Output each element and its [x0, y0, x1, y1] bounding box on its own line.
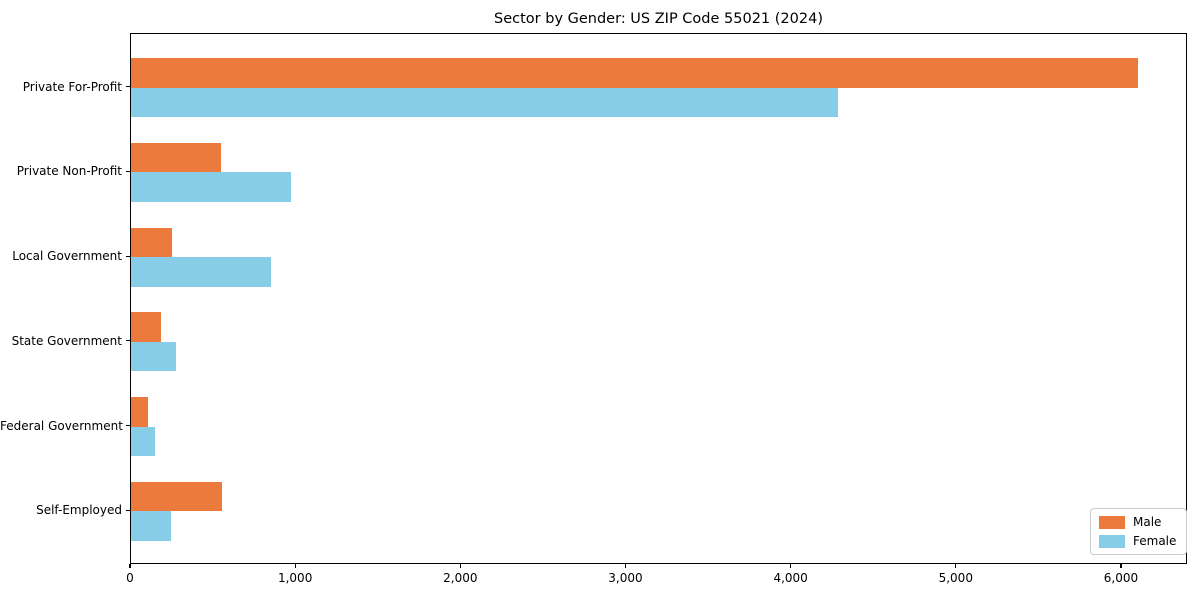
- chart-title: Sector by Gender: US ZIP Code 55021 (202…: [494, 11, 823, 27]
- y-axis-label-federal-government: Federal Government: [0, 418, 123, 433]
- x-tick-mark-6000: [1120, 564, 1122, 568]
- y-axis-label-private-non-profit: Private Non-Profit: [16, 164, 122, 179]
- y-tick-mark-local-government: [126, 255, 130, 257]
- y-axis-label-private-for-profit: Private For-Profit: [22, 79, 122, 94]
- x-tick-label-2000: 2,000: [443, 571, 478, 585]
- legend-label-male: Male: [1133, 515, 1162, 529]
- x-tick-mark-1000: [294, 564, 296, 568]
- y-axis-label-state-government: State Government: [11, 333, 122, 348]
- x-tick-mark-3000: [624, 564, 627, 568]
- plot-area: [130, 33, 1187, 564]
- bar-male-local-government: [131, 227, 173, 258]
- y-tick-mark-self-employed: [126, 509, 130, 511]
- legend: Male Female: [1090, 508, 1188, 555]
- x-tick-label-1000: 1,000: [277, 571, 313, 585]
- y-axis-label-self-employed: Self-Employed: [36, 503, 122, 518]
- bar-female-local-government: [131, 257, 272, 287]
- legend-entry-male: Male: [1099, 515, 1176, 529]
- bar-male-state-government: [131, 312, 161, 342]
- legend-label-female: Female: [1133, 534, 1177, 548]
- legend-swatch-female: [1099, 534, 1125, 548]
- y-tick-mark-federal-government: [126, 424, 130, 427]
- legend-swatch-male: [1099, 515, 1125, 529]
- bar-male-private-for-profit: [131, 58, 1139, 88]
- y-axis-label-local-government: Local Government: [12, 249, 122, 264]
- bar-female-state-government: [131, 341, 177, 372]
- x-tick-label-6000: 6,000: [1103, 571, 1139, 585]
- y-tick-mark-private-for-profit: [126, 86, 130, 88]
- bar-male-self-employed: [131, 481, 222, 512]
- x-tick-label-4000: 4,000: [773, 571, 808, 585]
- bar-female-federal-government: [131, 426, 155, 457]
- x-tick-label-0: 0: [126, 571, 134, 585]
- bar-female-self-employed: [131, 511, 171, 541]
- x-tick-label-3000: 3,000: [608, 571, 643, 585]
- bar-female-private-for-profit: [131, 87, 838, 118]
- x-tick-mark-5000: [955, 564, 957, 568]
- x-tick-mark-0: [129, 564, 131, 568]
- x-tick-mark-2000: [459, 564, 461, 568]
- x-tick-mark-4000: [790, 564, 792, 568]
- y-tick-mark-private-non-profit: [126, 170, 130, 173]
- y-tick-mark-state-government: [126, 340, 130, 342]
- bar-male-federal-government: [131, 396, 149, 427]
- legend-entry-female: Female: [1099, 534, 1176, 548]
- bar-female-private-non-profit: [131, 172, 292, 203]
- bar-male-private-non-profit: [131, 142, 221, 173]
- x-tick-label-5000: 5,000: [938, 571, 973, 585]
